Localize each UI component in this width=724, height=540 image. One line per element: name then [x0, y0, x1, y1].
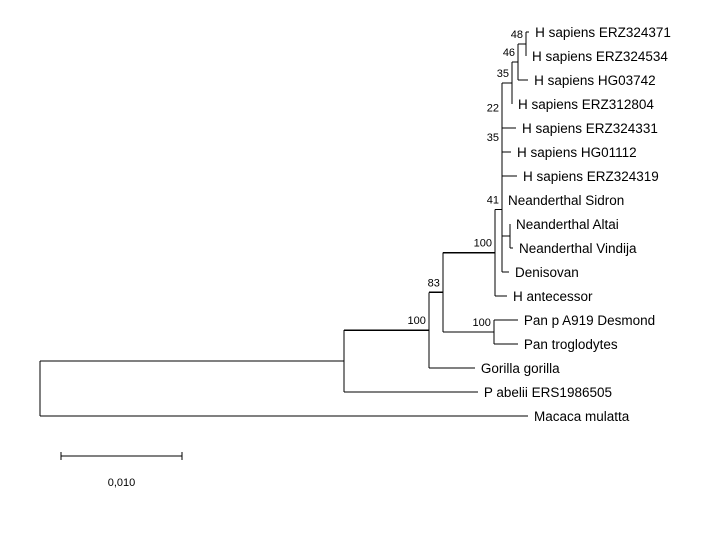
scale-bar-label: 0,010 [108, 477, 136, 489]
leaf-label-neanderthal-vindija: Neanderthal Vindija [519, 241, 637, 256]
leaf-label-h-sapiens-erz324371: H sapiens ERZ324371 [535, 25, 671, 40]
support-value-n_46: 46 [503, 47, 515, 59]
leaf-label-h-antecessor: H antecessor [513, 289, 593, 304]
scale-bar: 0,010 [60, 452, 183, 489]
leaf-label-gorilla-gorilla: Gorilla gorilla [481, 361, 560, 376]
leaf-label-h-sapiens-hg01112: H sapiens HG01112 [517, 145, 637, 160]
support-value-n_41: 41 [487, 194, 499, 206]
leaf-label-denisovan: Denisovan [515, 265, 579, 280]
support-values-group: 100 83 100 41 35 22 35 46 48 100 [408, 29, 524, 329]
leaf-label-h-sapiens-erz312804: H sapiens ERZ312804 [518, 97, 654, 112]
leaf-label-pan-troglodytes: Pan troglodytes [524, 337, 618, 352]
leaf-label-h-sapiens-erz324319: H sapiens ERZ324319 [523, 169, 659, 184]
support-value-n_100_gor: 100 [408, 315, 426, 327]
leaf-label-h-sapiens-erz324331: H sapiens ERZ324331 [522, 121, 658, 136]
support-value-n_35_sap: 35 [497, 68, 509, 80]
leaf-labels-group: H sapiens ERZ324371 H sapiens ERZ324534 H … [481, 25, 671, 424]
support-value-n_100_homo: 100 [474, 238, 492, 250]
leaf-label-h-sapiens-erz324534: H sapiens ERZ324534 [532, 49, 668, 64]
leaf-label-p-abelii-ers1986505: P abelii ERS1986505 [484, 385, 612, 400]
support-value-n_100_pan: 100 [473, 317, 491, 329]
branches-group [39, 31, 530, 417]
leaf-label-h-sapiens-hg03742: H sapiens HG03742 [534, 73, 656, 88]
support-value-n_48: 48 [511, 29, 523, 41]
leaf-label-pan-p-a919-desmond: Pan p A919 Desmond [524, 313, 655, 328]
leaf-label-neanderthal-sidron: Neanderthal Sidron [508, 193, 624, 208]
support-value-n_35_nean: 35 [487, 132, 499, 144]
support-value-n_22: 22 [487, 103, 499, 115]
leaf-label-neanderthal-altai: Neanderthal Altai [516, 217, 619, 232]
support-value-n_83: 83 [428, 277, 440, 289]
leaf-label-macaca-mulatta: Macaca mulatta [534, 409, 630, 424]
